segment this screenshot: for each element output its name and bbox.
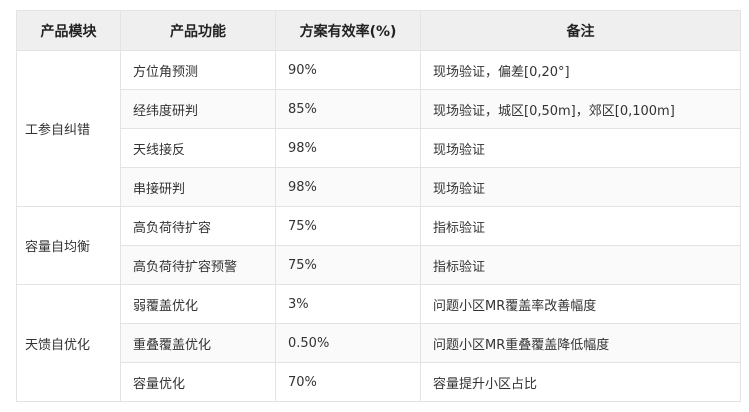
function-cell: 天线接反 <box>120 128 276 168</box>
header-module: 产品模块 <box>16 10 121 51</box>
table-row: 天馈自优化 弱覆盖优化 3% 问题小区MR覆盖率改善幅度 <box>16 284 741 402</box>
rate-cell: 75% <box>275 206 421 246</box>
table-row: 工参自纠错 方位角预测 90% 现场验证，偏差[0,20°] <box>16 50 741 207</box>
rate-cell: 3% <box>275 284 421 324</box>
rate-cell: 98% <box>275 128 421 168</box>
rate-cell: 75% <box>275 245 421 285</box>
rate-cell: 70% <box>275 362 421 402</box>
function-cell: 容量优化 <box>120 362 276 402</box>
table-row: 天线接反 98% 现场验证 <box>17 128 741 168</box>
rate-cell: 85% <box>275 89 421 129</box>
function-cell: 经纬度研判 <box>120 89 276 129</box>
note-cell: 容量提升小区占比 <box>420 362 741 402</box>
table-row: 容量优化 70% 容量提升小区占比 <box>17 362 741 402</box>
module-cell: 工参自纠错 <box>16 50 121 207</box>
function-cell: 高负荷待扩容 <box>120 206 276 246</box>
note-cell: 指标验证 <box>420 245 741 285</box>
module-cell: 容量自均衡 <box>16 206 121 285</box>
rate-cell: 90% <box>275 50 421 90</box>
module-cell: 天馈自优化 <box>16 284 121 402</box>
note-cell: 现场验证，城区[0,50m]，郊区[0,100m] <box>420 89 741 129</box>
table-row: 经纬度研判 85% 现场验证，城区[0,50m]，郊区[0,100m] <box>17 89 741 129</box>
header-row: 产品模块 产品功能 方案有效率(%) 备注 <box>16 10 741 51</box>
table-row: 重叠覆盖优化 0.50% 问题小区MR重叠覆盖降低幅度 <box>17 323 741 363</box>
note-cell: 现场验证 <box>420 167 741 207</box>
note-cell: 指标验证 <box>420 206 741 246</box>
table-row: 容量自均衡 高负荷待扩容 75% 指标验证 <box>16 206 741 285</box>
function-cell: 高负荷待扩容预警 <box>120 245 276 285</box>
note-cell: 问题小区MR覆盖率改善幅度 <box>420 284 741 324</box>
header-note: 备注 <box>420 10 741 51</box>
function-cell: 串接研判 <box>120 167 276 207</box>
header-function: 产品功能 <box>120 10 276 51</box>
header-rate: 方案有效率(%) <box>275 10 421 51</box>
function-cell: 方位角预测 <box>120 50 276 90</box>
table-row: 串接研判 98% 现场验证 <box>17 167 741 207</box>
function-cell: 弱覆盖优化 <box>120 284 276 324</box>
rate-cell: 98% <box>275 167 421 207</box>
efficiency-table: 产品模块 产品功能 方案有效率(%) 备注 工参自纠错 方位角预测 90% 现场验证，… <box>16 10 741 402</box>
note-cell: 现场验证 <box>420 128 741 168</box>
rate-cell: 0.50% <box>275 323 421 363</box>
table-row: 高负荷待扩容预警 75% 指标验证 <box>17 245 741 285</box>
function-cell: 重叠覆盖优化 <box>120 323 276 363</box>
note-cell: 现场验证，偏差[0,20°] <box>420 50 741 90</box>
note-cell: 问题小区MR重叠覆盖降低幅度 <box>420 323 741 363</box>
